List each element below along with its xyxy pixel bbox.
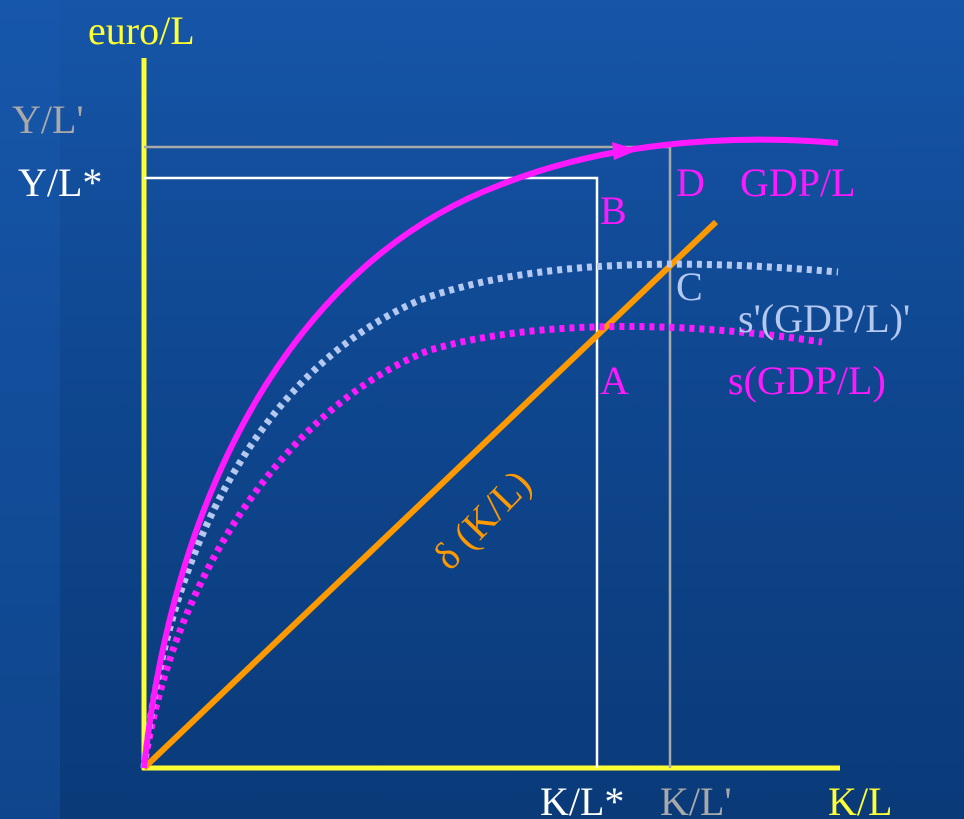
point-label-b: B [600, 188, 627, 233]
guide-line-prime [144, 145, 672, 768]
point-label-c: C [676, 264, 703, 309]
curve-label-gdp: GDP/L [740, 160, 856, 205]
guide-line-star [144, 176, 599, 768]
curve-label-saving-old: s(GDP/L) [728, 358, 886, 403]
y-tick-y-l-star: Y/L* [18, 160, 102, 205]
point-label-a: A [600, 358, 629, 403]
x-tick-k-l-star: K/L* [540, 779, 624, 819]
saving-curve-old [140, 323, 823, 769]
background-band [0, 0, 60, 819]
depreciation-line [141, 219, 719, 771]
saving-curve-new [140, 260, 839, 769]
gdp-arrowhead [612, 142, 638, 160]
gdp-curve [141, 136, 839, 769]
curve-label-saving-new: s'(GDP/L)' [738, 296, 910, 341]
y-axis-label: euro/L [88, 8, 195, 53]
y-tick-y-l-prime: Y/L' [12, 97, 84, 142]
x-tick-k-l-prime: K/L' [660, 779, 732, 819]
curve-label-depreciation: δ (K/L) [424, 461, 540, 579]
x-axis-label: K/L [828, 779, 892, 819]
point-label-d: D [676, 160, 705, 205]
